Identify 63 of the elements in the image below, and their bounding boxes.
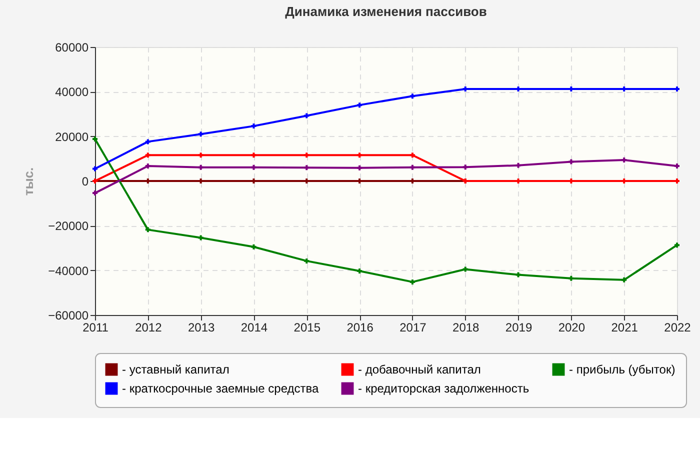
y-tick-label: 0 [82, 174, 89, 188]
point [357, 268, 362, 274]
chart-title: Динамика изменения пассивов [285, 4, 487, 19]
point [357, 165, 362, 170]
point [145, 227, 150, 232]
y-tick-label: −20000 [48, 219, 89, 234]
x-tick-label: 2015 [294, 320, 321, 334]
point [251, 164, 256, 170]
point [462, 266, 468, 272]
legend-label: - прибыль (убыток) [569, 362, 676, 377]
point [304, 113, 310, 118]
x-tick-label: 2020 [558, 320, 586, 334]
point [568, 159, 574, 164]
point [304, 165, 310, 170]
legend-label: - добавочный капитал [358, 362, 481, 377]
y-tick-label: 20000 [55, 130, 89, 144]
point [304, 152, 310, 158]
point [516, 272, 521, 278]
y-tick-label: −60000 [48, 308, 89, 322]
x-tick-label: 2018 [452, 320, 480, 334]
y-tick-label: −40000 [48, 264, 89, 278]
x-tick-label: 2016 [346, 320, 374, 334]
point [145, 152, 150, 158]
point [304, 258, 310, 264]
x-tick-label: 2022 [664, 320, 692, 334]
point [410, 94, 415, 99]
point [622, 277, 627, 282]
point [410, 279, 415, 284]
x-tick-label: 2019 [505, 320, 532, 334]
point [145, 139, 150, 144]
x-tick-label: 2014 [240, 320, 268, 334]
point [410, 164, 415, 170]
point [357, 152, 362, 158]
point [674, 242, 680, 248]
point [251, 152, 256, 158]
point [92, 136, 98, 142]
y-tick-label: 40000 [55, 85, 89, 100]
point [198, 164, 204, 170]
x-tick-label: 2017 [400, 320, 427, 334]
point [462, 164, 468, 170]
y-axis-title: тыс. [21, 167, 36, 196]
point [674, 164, 680, 169]
point [92, 166, 98, 172]
y-tick-label: 60000 [55, 40, 89, 54]
point [622, 158, 627, 163]
point [516, 162, 521, 168]
point [251, 244, 256, 250]
point [568, 276, 574, 281]
point [198, 152, 204, 158]
x-tick-label: 2011 [82, 320, 109, 334]
x-tick-label: 2012 [135, 320, 162, 334]
x-tick-label: 2021 [611, 320, 638, 334]
legend-label: - кредиторская задолженность [358, 382, 530, 396]
point [145, 164, 150, 169]
x-tick-label: 2013 [188, 320, 215, 334]
legend-label: - краткосрочные заемные средства [122, 382, 319, 396]
point [198, 235, 204, 240]
point [198, 132, 204, 137]
point [357, 102, 362, 108]
point [251, 124, 256, 129]
legend-label: - уставный капитал [122, 362, 230, 377]
point [410, 152, 415, 158]
point [92, 190, 98, 196]
